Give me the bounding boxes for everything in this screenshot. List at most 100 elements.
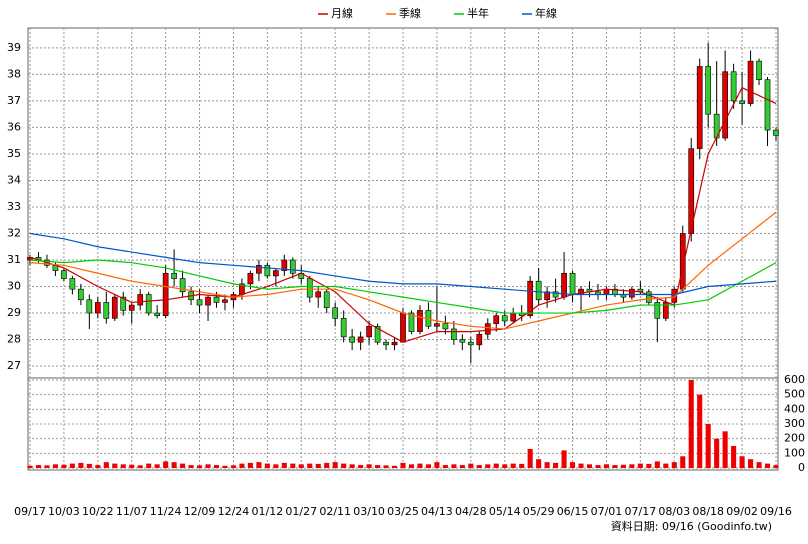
y2-tick-label: 200 bbox=[784, 432, 805, 445]
candle-body bbox=[501, 315, 508, 322]
candle-body bbox=[281, 259, 288, 271]
candle-body bbox=[764, 79, 771, 131]
candle-body bbox=[272, 270, 279, 277]
volume-bar bbox=[459, 465, 465, 468]
volume-bar bbox=[103, 462, 109, 468]
volume-bar bbox=[731, 446, 737, 468]
y-tick-label: 34 bbox=[7, 173, 21, 186]
y-tick-label: 29 bbox=[7, 306, 21, 319]
candle-body bbox=[417, 310, 423, 332]
y-tick-label: 32 bbox=[7, 226, 21, 239]
volume-bar bbox=[222, 465, 228, 468]
y2-tick-label: 400 bbox=[784, 402, 805, 415]
ma-line bbox=[29, 211, 777, 330]
volume-bar bbox=[375, 465, 381, 468]
footer: 資料日期: 09/16 (Goodinfo.tw) bbox=[611, 519, 772, 533]
ma-line bbox=[29, 86, 777, 343]
volume-bar bbox=[663, 463, 669, 468]
volume-bar bbox=[307, 463, 313, 468]
volume-bar bbox=[578, 463, 584, 468]
candle-body bbox=[94, 302, 101, 314]
candle-body bbox=[323, 291, 330, 309]
candle-body bbox=[527, 280, 534, 316]
candle-body bbox=[747, 60, 754, 104]
x-tick-label: 07/17 bbox=[625, 505, 657, 518]
volume-bar bbox=[341, 463, 347, 468]
volume-bar bbox=[680, 456, 686, 468]
x-tick-label: 12/24 bbox=[218, 505, 250, 518]
volume-bar bbox=[519, 463, 525, 468]
volume-bar bbox=[332, 462, 338, 468]
volume-bar bbox=[290, 463, 296, 468]
volume-bar bbox=[146, 463, 152, 468]
x-tick-label: 04/13 bbox=[421, 505, 453, 518]
candle-body bbox=[722, 71, 728, 139]
y-tick-label: 38 bbox=[7, 67, 21, 80]
ma-line bbox=[29, 259, 777, 314]
volume-bar bbox=[137, 465, 143, 468]
volume-bar bbox=[637, 463, 643, 468]
candle-body bbox=[205, 296, 211, 306]
y-tick-label: 27 bbox=[7, 359, 21, 372]
legend-label: 年線 bbox=[535, 6, 557, 20]
candle-body bbox=[442, 323, 449, 330]
volume-bar bbox=[112, 463, 118, 468]
x-tick-label: 01/12 bbox=[252, 505, 284, 518]
x-tick-label: 03/10 bbox=[353, 505, 385, 518]
x-tick-label: 08/18 bbox=[692, 505, 724, 518]
candle-body bbox=[145, 294, 152, 314]
candle-body bbox=[705, 66, 712, 115]
volume-bar bbox=[349, 464, 355, 468]
y-tick-label: 31 bbox=[7, 253, 21, 266]
y-tick-label: 36 bbox=[7, 120, 21, 133]
volume-bar bbox=[502, 464, 508, 468]
x-tick-label: 08/03 bbox=[658, 505, 690, 518]
volume-bar bbox=[358, 465, 364, 468]
candle-body bbox=[645, 291, 652, 303]
volume-bar bbox=[748, 459, 754, 468]
x-tick-label: 02/11 bbox=[319, 505, 351, 518]
x-tick-label: 05/14 bbox=[489, 505, 521, 518]
candle-body bbox=[467, 341, 474, 346]
candle-body bbox=[688, 148, 695, 234]
x-tick-label: 10/03 bbox=[48, 505, 80, 518]
volume-bar bbox=[264, 463, 270, 468]
legend-label: 季線 bbox=[399, 6, 421, 20]
candle-body bbox=[459, 339, 466, 343]
volume-bar bbox=[315, 463, 321, 468]
candle-body bbox=[484, 323, 491, 335]
volume-bar bbox=[434, 462, 440, 468]
legend-label: 半年 bbox=[467, 6, 489, 20]
volume-bar bbox=[561, 450, 567, 468]
volume-bar bbox=[400, 462, 406, 468]
candle-body bbox=[213, 296, 220, 303]
candle-body bbox=[289, 259, 296, 274]
candle-body bbox=[756, 60, 762, 81]
volume-bar bbox=[629, 464, 635, 468]
volume-bar bbox=[154, 464, 160, 468]
candle-body bbox=[332, 307, 339, 319]
volume-bar bbox=[188, 465, 194, 468]
candle-body bbox=[349, 336, 355, 343]
y2-tick-label: 100 bbox=[784, 446, 805, 459]
x-tick-label: 07/01 bbox=[591, 505, 623, 518]
candle-body bbox=[476, 333, 483, 346]
volume-bar bbox=[646, 463, 652, 468]
candle-body bbox=[629, 288, 635, 298]
volume-bar bbox=[468, 463, 474, 468]
volume-bar bbox=[595, 465, 601, 468]
x-tick-label: 09/16 bbox=[760, 505, 792, 518]
volume-bar bbox=[586, 464, 593, 468]
volume-bar bbox=[86, 463, 92, 468]
candle-body bbox=[552, 291, 559, 298]
volume-bar bbox=[620, 464, 626, 468]
volume-bar bbox=[239, 463, 245, 468]
x-tick-label: 06/15 bbox=[557, 505, 589, 518]
candle-body bbox=[69, 278, 76, 290]
candle-body bbox=[773, 129, 779, 136]
volume-bar bbox=[391, 465, 398, 468]
volume-bar bbox=[510, 463, 516, 468]
volume-bar bbox=[425, 464, 431, 468]
candle-body bbox=[78, 288, 84, 301]
